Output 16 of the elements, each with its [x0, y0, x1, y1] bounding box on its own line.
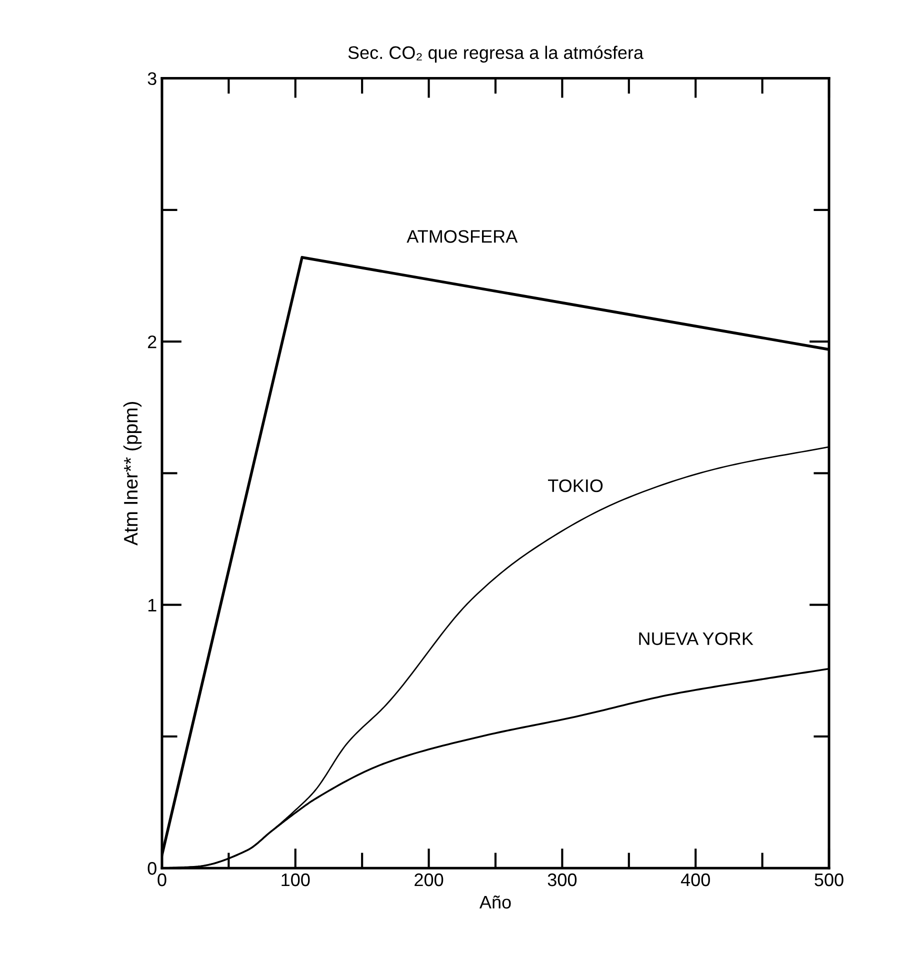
y-tick-label: 0: [148, 862, 156, 875]
x-tick-label: 300: [548, 873, 577, 886]
x-tick-label: 400: [680, 873, 710, 886]
y-tick-label: 2: [148, 336, 156, 348]
series-label: ATMOSFERA: [406, 230, 518, 243]
y-tick-label: 1: [148, 598, 156, 612]
y-tick-label: 3: [148, 72, 156, 86]
x-axis-title: Año: [479, 895, 511, 909]
x-tick-label: 100: [282, 873, 310, 886]
chart-title: Sec. CO₂ que regresa a la atmósfera: [348, 46, 644, 63]
x-tick-label: 0: [158, 873, 166, 886]
x-tick-label: 500: [814, 873, 844, 886]
series-label: TOKIO: [548, 479, 603, 492]
x-tick-label: 200: [414, 873, 444, 886]
series-label: NUEVA YORK: [639, 632, 754, 646]
y-axis-title: Atm Iner** (ppm): [123, 402, 142, 546]
